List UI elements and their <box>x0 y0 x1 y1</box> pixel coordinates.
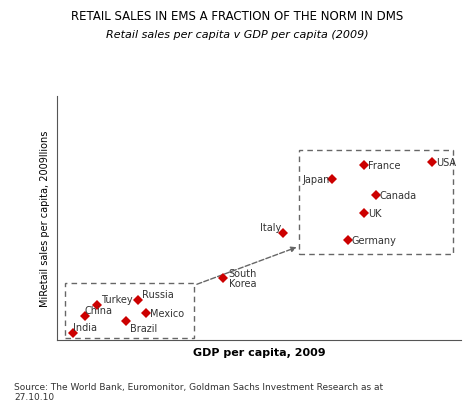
Y-axis label: MiRetail sales per capita, 2009llions: MiRetail sales per capita, 2009llions <box>40 131 50 307</box>
Text: China: China <box>85 305 113 315</box>
Text: Germany: Germany <box>352 236 397 245</box>
Text: Japan: Japan <box>302 175 330 185</box>
Text: RETAIL SALES IN EMS A FRACTION OF THE NORM IN DMS: RETAIL SALES IN EMS A FRACTION OF THE NO… <box>71 10 404 23</box>
Text: UK: UK <box>368 209 381 219</box>
Text: Mexico: Mexico <box>150 309 184 318</box>
Text: Italy: Italy <box>260 222 281 232</box>
Bar <box>65 283 194 338</box>
Text: South
Korea: South Korea <box>228 268 257 289</box>
Bar <box>299 151 453 254</box>
Text: Turkey: Turkey <box>102 294 133 304</box>
Text: Russia: Russia <box>142 289 173 299</box>
Text: France: France <box>368 160 400 170</box>
Text: Canada: Canada <box>380 191 417 200</box>
Text: India: India <box>73 322 97 332</box>
Text: USA: USA <box>437 158 456 168</box>
Text: Source: The World Bank, Euromonitor, Goldman Sachs Investment Research as at
27.: Source: The World Bank, Euromonitor, Gol… <box>14 382 383 401</box>
Text: Brazil: Brazil <box>130 323 157 333</box>
Text: Retail sales per capita v GDP per capita (2009): Retail sales per capita v GDP per capita… <box>106 30 369 40</box>
X-axis label: GDP per capita, 2009: GDP per capita, 2009 <box>192 347 325 357</box>
